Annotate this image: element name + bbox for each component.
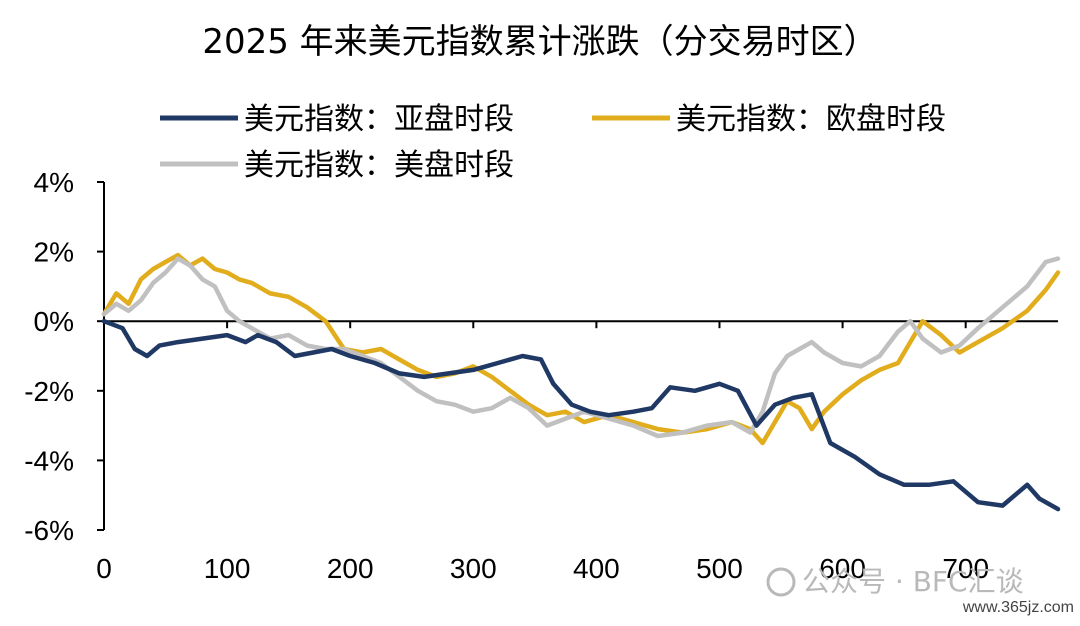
- series-line: [101, 318, 1061, 512]
- y-tick-label: -4%: [24, 445, 74, 476]
- y-tick-label: 0%: [34, 306, 74, 337]
- wechat-icon: [766, 567, 796, 597]
- y-tick-label: -2%: [24, 376, 74, 407]
- watermark-url: www.365jz.com: [962, 599, 1074, 616]
- x-tick-label: 500: [696, 553, 743, 584]
- axes: 4% 2% 0% -2% -4% -6% 0 100 200 300 400 500 600 700: [24, 167, 1058, 584]
- x-tick-label: 400: [573, 553, 620, 584]
- x-tick-label: 100: [204, 553, 251, 584]
- legend-label: 美元指数：亚盘时段: [244, 102, 514, 137]
- series-line: [101, 256, 1061, 439]
- x-tick-label: 300: [450, 553, 497, 584]
- watermark-text: 公众号 · BFC汇谈: [802, 565, 1024, 598]
- x-tick-label: 700: [942, 553, 989, 584]
- x-tick-label: 200: [327, 553, 374, 584]
- y-tick-label: -6%: [24, 515, 74, 546]
- watermark: 公众号 · BFC汇谈 www.365jz.com: [766, 565, 1074, 616]
- x-tick-label: 0: [96, 553, 112, 584]
- series-line: [101, 252, 1061, 446]
- x-tick-label: 600: [819, 553, 866, 584]
- y-tick-label: 2%: [34, 237, 74, 268]
- y-tick-label: 4%: [34, 167, 74, 198]
- chart-title: 2025 年来美元指数累计涨跌（分交易时区）: [202, 22, 878, 62]
- legend-label: 美元指数：美盘时段: [244, 148, 514, 183]
- legend-label: 美元指数：欧盘时段: [676, 102, 946, 137]
- series-lines: [101, 252, 1061, 512]
